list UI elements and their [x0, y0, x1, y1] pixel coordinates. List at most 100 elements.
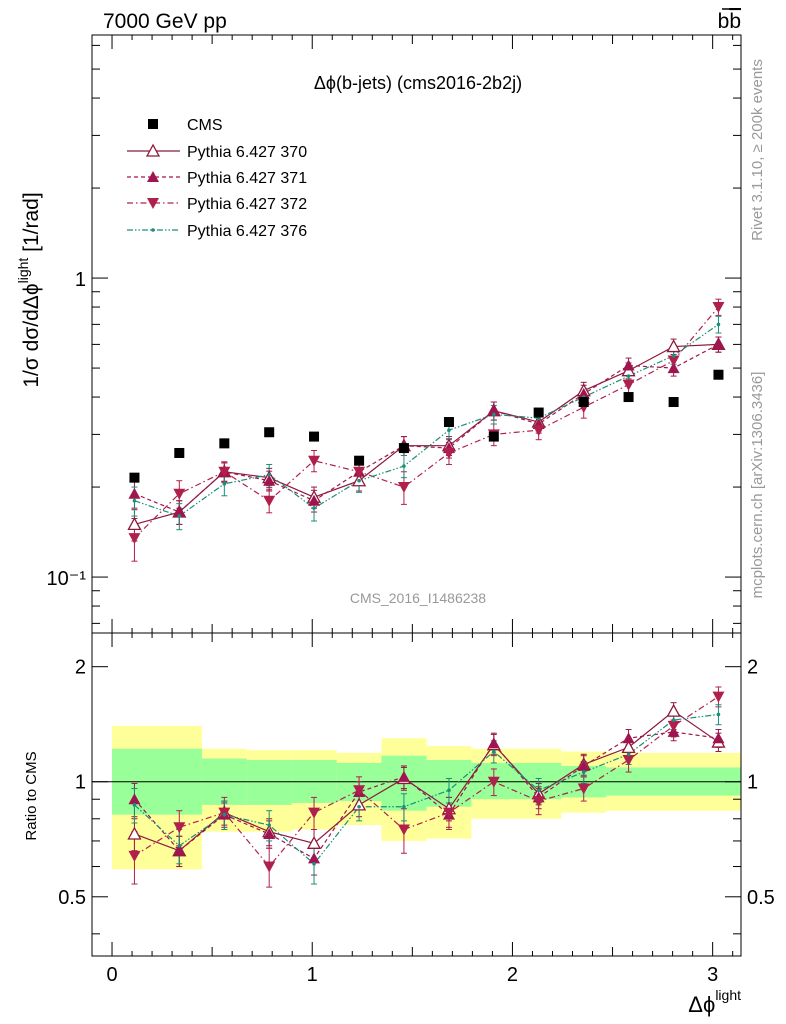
marker: [128, 487, 141, 499]
marker: [622, 359, 635, 371]
x-tick-label: 0: [106, 964, 117, 986]
marker: [267, 823, 271, 827]
data-point-cms: [488, 431, 499, 442]
marker: [173, 506, 186, 518]
ratio-frame: [91, 632, 742, 957]
legend: CMS Pythia 6.427 370 Pythia 6.427 371 Pythi…: [127, 117, 307, 240]
ratio-tick-label: 0.5: [747, 887, 775, 909]
data-point-cms: [398, 443, 409, 454]
marker: [621, 740, 636, 754]
data-point-cms: [219, 438, 230, 449]
marker: [173, 822, 186, 834]
marker: [666, 703, 681, 717]
marker: [667, 355, 680, 367]
marker: [397, 482, 410, 494]
marker: [177, 514, 182, 518]
x-tick-label: 2: [507, 964, 518, 986]
marker: [532, 425, 545, 437]
series-line-Pythia 6.427 372: [134, 306, 719, 539]
marker: [308, 852, 321, 864]
marker: [127, 826, 142, 840]
marker: [177, 843, 182, 848]
marker: [667, 720, 680, 732]
band-inner: [246, 759, 292, 805]
marker: [357, 804, 361, 809]
data-point-cms: [309, 431, 320, 442]
marker: [151, 228, 155, 232]
marker: [626, 374, 631, 378]
series-line-Pythia 6.427 372: [134, 696, 719, 868]
marker: [308, 494, 321, 506]
marker: [222, 482, 227, 486]
y-tick-label: 1: [75, 269, 86, 291]
legend-marker-cms: [148, 119, 158, 129]
marker: [666, 339, 681, 353]
legend-label: Pythia 6.427 376: [187, 223, 307, 240]
marker: [222, 812, 227, 817]
marker: [532, 796, 545, 808]
header-left: 7000 GeV pp: [103, 10, 227, 33]
data-point-cms: [533, 407, 544, 418]
ratio-axis-label: Ratio to CMS: [23, 751, 40, 840]
marker: [312, 506, 316, 510]
marker: [351, 797, 367, 811]
marker: [442, 807, 455, 819]
marker: [397, 824, 410, 836]
series-markers: [127, 302, 726, 873]
data-point-cms: [129, 472, 140, 483]
legend-label-cms: CMS: [187, 117, 223, 134]
marker: [626, 752, 631, 757]
series-line-Pythia 6.427 371: [134, 343, 719, 513]
marker: [263, 827, 276, 839]
x-tick-label: 1: [307, 964, 318, 986]
x-axis-label: Δϕlight: [688, 987, 741, 1017]
ratio-tick-label: 1: [747, 772, 758, 794]
ratio-tick-label: 2: [747, 657, 758, 679]
marker: [536, 788, 541, 793]
marker: [712, 732, 725, 744]
marker: [716, 322, 721, 327]
header-right-bbar: b: [729, 10, 741, 33]
marker: [127, 517, 142, 531]
marker: [622, 379, 635, 391]
ratio-tick-label: 2: [75, 657, 86, 679]
marker: [308, 807, 321, 819]
watermark: CMS_2016_I1486238: [350, 590, 486, 606]
y-axis-label: 1/σ dσ/dΔϕlight [1/rad]: [15, 192, 43, 387]
chart-title: Δϕ(b-jets) (cms2016-2b2j): [314, 73, 522, 93]
marker: [306, 835, 322, 849]
marker: [712, 338, 725, 350]
header-right-b: b: [718, 10, 730, 33]
marker: [577, 387, 590, 399]
marker: [263, 495, 276, 507]
legend-label: Pythia 6.427 370: [187, 144, 307, 161]
marker: [622, 732, 635, 744]
marker: [312, 861, 316, 866]
marker: [218, 466, 231, 478]
marker: [132, 498, 137, 503]
marker: [716, 712, 721, 717]
marker: [577, 759, 590, 771]
data-point-cms: [578, 397, 589, 408]
marker: [487, 737, 500, 749]
marker: [442, 447, 455, 459]
marker: [173, 844, 186, 856]
band-inner: [471, 762, 562, 800]
marker: [263, 861, 276, 873]
marker: [487, 776, 500, 788]
marker: [712, 691, 725, 703]
series-line-Pythia 6.427 376: [134, 713, 719, 865]
marker: [447, 428, 451, 432]
x-axis-label-part: light: [715, 987, 741, 1003]
legend-label: Pythia 6.427 371: [187, 170, 307, 187]
y-axis-label-part: 1/σ dσ/dΔϕ: [20, 283, 43, 387]
marker: [492, 749, 496, 754]
x-tick-label: 3: [707, 964, 718, 986]
data-point-cms: [174, 447, 185, 458]
marker: [128, 793, 141, 805]
marker: [667, 362, 680, 374]
marker: [308, 455, 321, 467]
marker: [397, 770, 410, 782]
side-note-rivet: Rivet 3.1.10, ≥ 200k events: [749, 59, 766, 241]
